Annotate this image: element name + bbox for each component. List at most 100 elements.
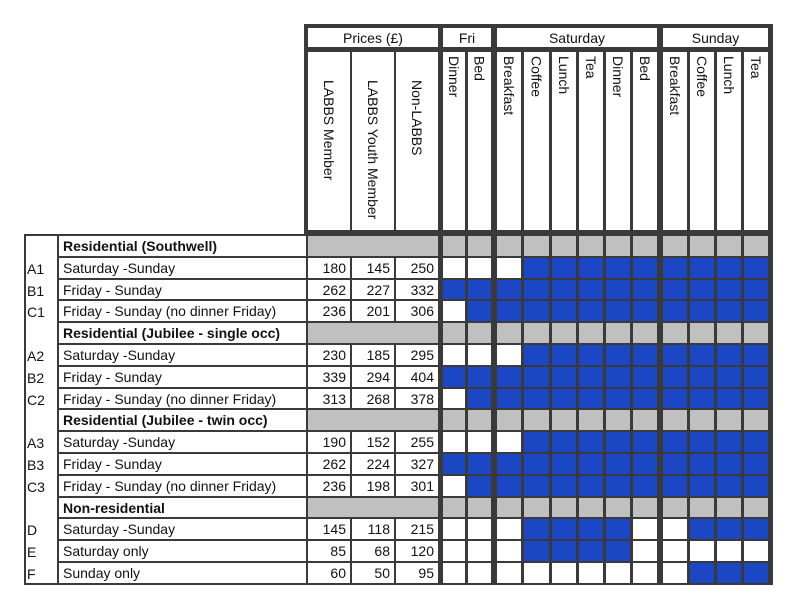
row-label: Sunday only <box>59 563 306 583</box>
meal-column-label: Tea <box>748 56 764 79</box>
meal-included-cell <box>552 541 576 561</box>
meal-included-cell <box>633 258 657 278</box>
section-meal-cell <box>552 410 576 430</box>
row-code: C1 <box>27 304 45 320</box>
meal-included-cell <box>663 432 687 452</box>
meal-included-cell <box>690 280 714 299</box>
row-label: Friday - Sunday <box>59 280 306 299</box>
price-cell: 339 <box>308 367 350 387</box>
section-meal-cell <box>717 498 741 517</box>
section-meal-cell <box>663 498 687 517</box>
meal-included-cell <box>717 367 741 387</box>
section-meal-cell <box>663 323 687 343</box>
meal-column-header: Lunch <box>552 52 576 230</box>
meal-included-cell <box>497 367 521 387</box>
price-column-header: LABBS Youth Member <box>352 52 394 230</box>
row-label: Saturday only <box>59 541 306 561</box>
meal-excluded-cell <box>468 258 491 278</box>
section-meal-cell <box>443 498 465 517</box>
section-meal-cell <box>606 410 630 430</box>
price-cell: 180 <box>308 258 350 278</box>
meal-column-header: Breakfast <box>663 52 687 230</box>
meal-included-cell <box>524 519 549 539</box>
price-cell: 294 <box>352 367 394 387</box>
meal-included-cell <box>663 367 687 387</box>
meal-excluded-cell <box>497 541 521 561</box>
meal-column-header: Dinner <box>443 52 465 230</box>
price-cell: 198 <box>352 476 394 496</box>
meal-included-cell <box>717 563 741 583</box>
row-code: D <box>27 522 38 538</box>
section-meal-cell <box>579 498 603 517</box>
header-group-sunday: Sunday <box>663 28 768 47</box>
price-column-label: LABBS Member <box>321 80 337 181</box>
meal-excluded-cell <box>579 563 603 583</box>
meal-excluded-cell <box>468 563 491 583</box>
price-column-label: Non-LABBS <box>409 80 425 156</box>
meal-included-cell <box>524 301 549 321</box>
meal-included-cell <box>524 258 549 278</box>
meal-excluded-cell <box>443 563 465 583</box>
meal-included-cell <box>663 345 687 365</box>
meal-included-cell <box>579 476 603 496</box>
meal-excluded-cell <box>443 432 465 452</box>
meal-included-cell <box>606 345 630 365</box>
price-cell: 152 <box>352 432 394 452</box>
price-cell: 227 <box>352 280 394 299</box>
meal-included-cell <box>633 389 657 408</box>
price-cell: 215 <box>396 519 438 539</box>
row-code: F <box>27 566 36 582</box>
meal-excluded-cell <box>443 541 465 561</box>
meal-included-cell <box>579 432 603 452</box>
row-label: Friday - Sunday <box>59 454 306 474</box>
price-cell: 250 <box>396 258 438 278</box>
meal-included-cell <box>663 476 687 496</box>
section-meal-cell <box>744 410 768 430</box>
meal-included-cell <box>606 541 630 561</box>
section-meal-cell <box>606 236 630 256</box>
section-meal-cell <box>443 236 465 256</box>
meal-excluded-cell <box>468 519 491 539</box>
meal-included-cell <box>744 280 768 299</box>
row-label: Saturday -Sunday <box>59 519 306 539</box>
price-cell: 118 <box>352 519 394 539</box>
row-code: B2 <box>27 370 45 386</box>
meal-included-cell <box>468 280 491 299</box>
row-label: Saturday -Sunday <box>59 258 306 278</box>
row-label: Saturday -Sunday <box>59 432 306 452</box>
section-meal-cell <box>717 236 741 256</box>
meal-excluded-cell <box>744 541 768 561</box>
section-meal-cell <box>744 498 768 517</box>
meal-included-cell <box>633 367 657 387</box>
section-meal-cell <box>468 410 491 430</box>
meal-included-cell <box>717 301 741 321</box>
row-label: Friday - Sunday (no dinner Friday) <box>59 301 306 321</box>
meal-included-cell <box>579 258 603 278</box>
price-cell: 224 <box>352 454 394 474</box>
meal-included-cell <box>579 541 603 561</box>
meal-excluded-cell <box>443 301 465 321</box>
meal-included-cell <box>744 367 768 387</box>
section-title: Non-residential <box>59 498 306 517</box>
meal-included-cell <box>744 454 768 474</box>
row-code: A3 <box>27 435 45 451</box>
meal-included-cell <box>690 389 714 408</box>
meal-included-cell <box>606 389 630 408</box>
section-meal-cell <box>717 323 741 343</box>
meal-column-header: Coffee <box>524 52 549 230</box>
meal-excluded-cell <box>497 345 521 365</box>
section-meal-cell <box>524 323 549 343</box>
section-meal-cell <box>443 323 465 343</box>
section-meal-cell <box>606 498 630 517</box>
section-meal-cell <box>717 410 741 430</box>
price-cell: 268 <box>352 389 394 408</box>
meal-excluded-cell <box>497 519 521 539</box>
price-cell: 95 <box>396 563 438 583</box>
price-cell: 145 <box>352 258 394 278</box>
row-label: Friday - Sunday (no dinner Friday) <box>59 389 306 408</box>
meal-excluded-cell <box>524 563 549 583</box>
meal-included-cell <box>579 367 603 387</box>
meal-excluded-cell <box>633 541 657 561</box>
meal-included-cell <box>744 389 768 408</box>
section-price-band <box>308 323 438 343</box>
